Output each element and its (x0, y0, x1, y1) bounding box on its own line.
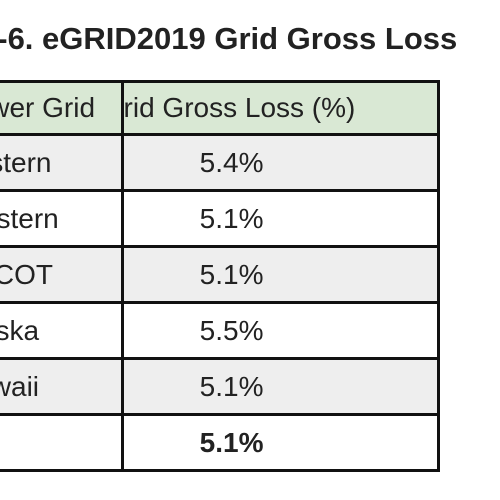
region-cell (0, 413, 125, 472)
column-header-region: Power Grid (0, 80, 125, 136)
table-title-text: 3-6. eGRID2019 Grid Gross Loss (0, 21, 458, 56)
table-total-row: 5.1% (0, 413, 440, 472)
loss-table-viewport: Power Grid Grid Gross Loss (%) Eastern 5… (0, 80, 500, 492)
table-header-row: Power Grid Grid Gross Loss (%) (0, 80, 440, 136)
table-row: ERCOT 5.1% (0, 245, 440, 304)
loss-value: 5.4% (199, 146, 264, 178)
loss-value: 5.1% (199, 370, 264, 402)
loss-cell: 5.4% (121, 133, 440, 192)
loss-value: 5.1% (199, 258, 264, 290)
table-row: Alaska 5.5% (0, 301, 440, 360)
table-row: Western 5.1% (0, 189, 440, 248)
loss-total-value: 5.1% (199, 426, 264, 458)
grid-loss-table: Power Grid Grid Gross Loss (%) Eastern 5… (0, 80, 440, 472)
region-cell: Eastern (0, 133, 125, 192)
loss-value: 5.5% (199, 314, 264, 346)
column-header-loss: Grid Gross Loss (%) (121, 80, 440, 136)
loss-cell: 5.1% (121, 413, 440, 472)
region-cell: Alaska (0, 301, 125, 360)
loss-cell: 5.5% (121, 301, 440, 360)
table-row: Hawaii 5.1% (0, 357, 440, 416)
region-cell: Hawaii (0, 357, 125, 416)
column-header-loss-label: Grid Gross Loss (%) (122, 92, 356, 123)
table-row: Eastern 5.4% (0, 133, 440, 192)
loss-cell: 5.1% (121, 189, 440, 248)
loss-cell: 5.1% (121, 357, 440, 416)
region-cell: ERCOT (0, 245, 125, 304)
region-cell: Western (0, 189, 125, 248)
table-title: 3-6. eGRID2019 Grid Gross Loss (0, 14, 500, 64)
loss-value: 5.1% (199, 202, 264, 234)
loss-cell: 5.1% (121, 245, 440, 304)
